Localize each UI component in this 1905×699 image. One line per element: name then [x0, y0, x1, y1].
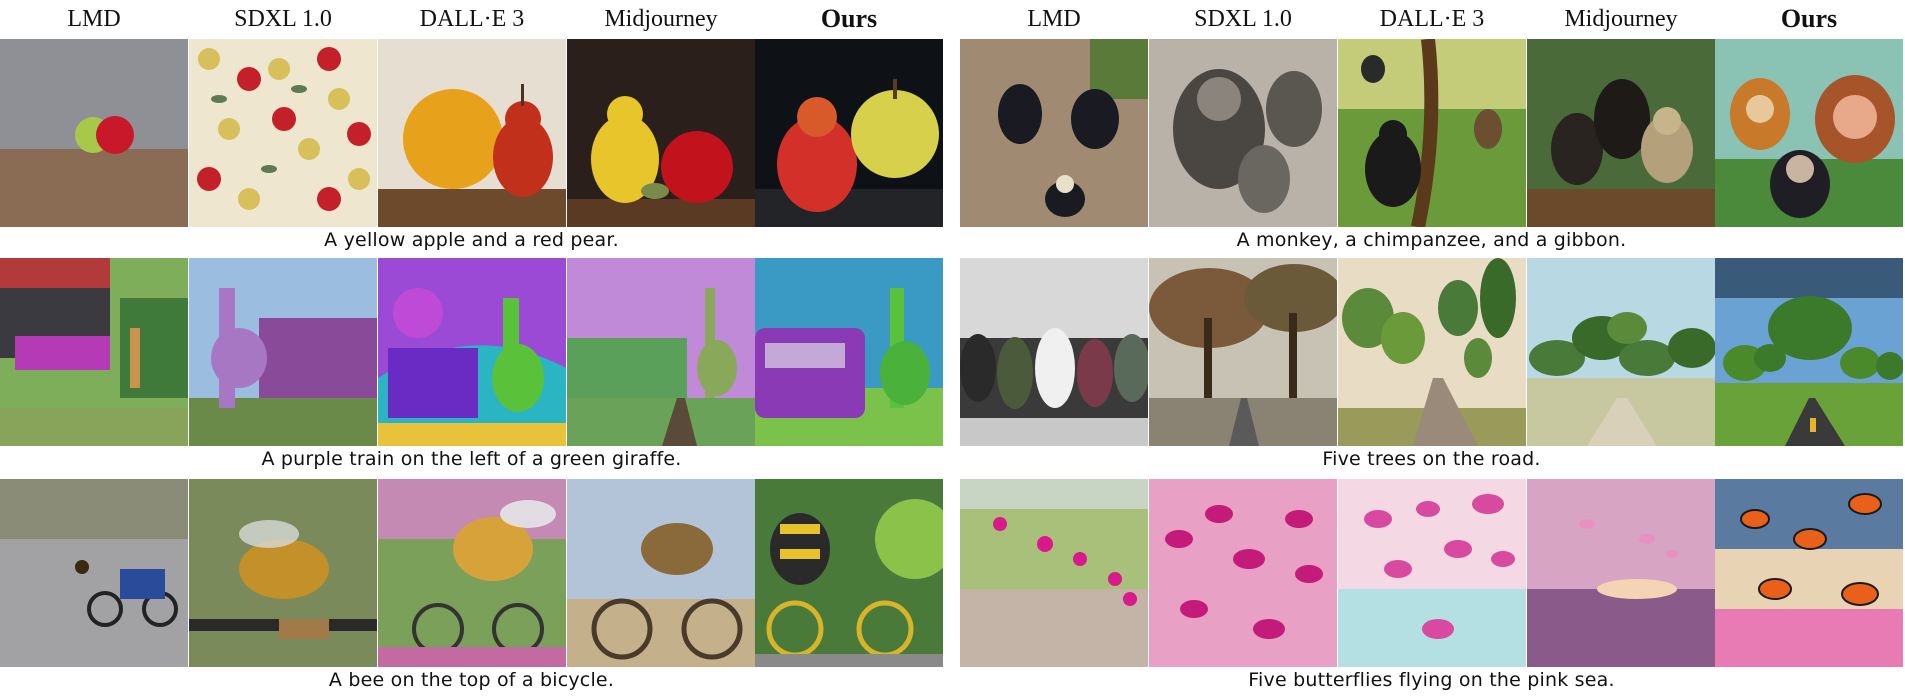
header-dalle3: DALL·E 3 — [419, 6, 525, 32]
row-five-trees: Five trees on the road. — [960, 258, 1903, 478]
caption-five-trees: Five trees on the road. — [1322, 448, 1541, 470]
image-sdxl-bee-bicycle — [189, 479, 377, 667]
image-sdxl-apple-pear — [189, 39, 377, 227]
image-midjourney-train-giraffe — [567, 258, 755, 446]
image-dalle3-butterflies — [1338, 479, 1526, 667]
method-headers-right: LMD SDXL 1.0 DALL·E 3 Midjourney Ours — [960, 0, 1903, 40]
image-dalle3-monkeys — [1338, 39, 1526, 227]
image-ours-train-giraffe — [755, 258, 943, 446]
image-dalle3-trees — [1338, 258, 1526, 446]
row-butterflies: Five butterflies flying on the pink sea. — [960, 479, 1903, 699]
comparison-panel-left: LMD SDXL 1.0 DALL·E 3 Midjourney Ours A … — [0, 0, 943, 699]
row-train-giraffe: A purple train on the left of a green gi… — [0, 258, 943, 478]
image-ours-bee-bicycle — [755, 479, 943, 667]
header-lmd: LMD — [1027, 6, 1081, 32]
image-dalle3-apple-pear — [378, 39, 566, 227]
header-sdxl: SDXL 1.0 — [1194, 6, 1292, 32]
comparison-panel-right: LMD SDXL 1.0 DALL·E 3 Midjourney Ours A … — [960, 0, 1903, 699]
header-midjourney: Midjourney — [1564, 6, 1678, 32]
image-lmd-monkeys — [960, 39, 1148, 227]
method-headers-left: LMD SDXL 1.0 DALL·E 3 Midjourney Ours — [0, 0, 943, 40]
image-lmd-butterflies — [960, 479, 1148, 667]
row-bee-bicycle: A bee on the top of a bicycle. — [0, 479, 943, 699]
image-dalle3-bee-bicycle — [378, 479, 566, 667]
image-ours-monkeys — [1715, 39, 1903, 227]
image-lmd-apple-pear — [0, 39, 188, 227]
image-dalle3-train-giraffe — [378, 258, 566, 446]
header-ours: Ours — [1780, 4, 1838, 33]
image-midjourney-bee-bicycle — [567, 479, 755, 667]
caption-bee-bicycle: A bee on the top of a bicycle. — [328, 669, 615, 691]
image-sdxl-train-giraffe — [189, 258, 377, 446]
image-sdxl-butterflies — [1149, 479, 1337, 667]
row-apple-pear: A yellow apple and a red pear. — [0, 39, 943, 259]
image-lmd-train-giraffe — [0, 258, 188, 446]
caption-butterflies: Five butterflies flying on the pink sea. — [1248, 669, 1615, 691]
image-ours-apple-pear — [755, 39, 943, 227]
header-lmd: LMD — [67, 6, 121, 32]
row-monkey-chimp-gibbon: A monkey, a chimpanzee, and a gibbon. — [960, 39, 1903, 259]
image-lmd-trees — [960, 258, 1148, 446]
header-ours: Ours — [820, 4, 878, 33]
image-lmd-bee-bicycle — [0, 479, 188, 667]
image-sdxl-trees — [1149, 258, 1337, 446]
header-dalle3: DALL·E 3 — [1379, 6, 1485, 32]
caption-train-giraffe: A purple train on the left of a green gi… — [261, 448, 682, 470]
caption-monkey-chimp-gibbon: A monkey, a chimpanzee, and a gibbon. — [1236, 229, 1627, 251]
image-midjourney-butterflies — [1527, 479, 1715, 667]
image-sdxl-monkeys — [1149, 39, 1337, 227]
header-midjourney: Midjourney — [604, 6, 718, 32]
image-midjourney-apple-pear — [567, 39, 755, 227]
image-midjourney-trees — [1527, 258, 1715, 446]
image-ours-trees — [1715, 258, 1903, 446]
header-sdxl: SDXL 1.0 — [234, 6, 332, 32]
image-ours-butterflies — [1715, 479, 1903, 667]
image-midjourney-monkeys — [1527, 39, 1715, 227]
caption-apple-pear: A yellow apple and a red pear. — [324, 229, 619, 251]
